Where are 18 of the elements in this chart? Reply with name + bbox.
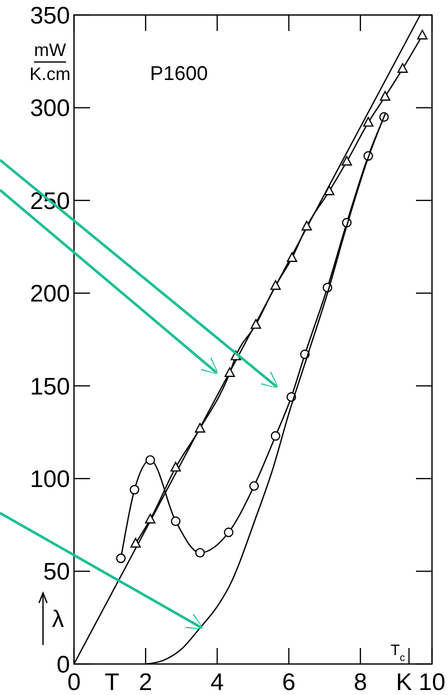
y-tick-label: 200 xyxy=(30,280,70,308)
x-tick-label: 2 xyxy=(138,669,152,695)
x-tick-label: 8 xyxy=(354,669,368,695)
y-tick-label: 100 xyxy=(30,466,70,493)
x-tick-label: 4 xyxy=(210,669,224,695)
text: mW xyxy=(34,40,66,60)
y-axis-title: λ xyxy=(52,606,64,633)
y-tick-label: 50 xyxy=(43,558,70,586)
x-axis-title: T xyxy=(104,669,120,695)
x-tick-label: 10 xyxy=(418,669,446,695)
x-tick-label: 6 xyxy=(282,669,296,695)
y-tick-label: 150 xyxy=(30,373,70,400)
annotation: T$_{c}$ xyxy=(390,642,405,664)
y-tick-label: 350 xyxy=(30,2,70,30)
text: K.cm xyxy=(29,64,71,84)
annotation: P1600 xyxy=(150,63,208,85)
y-tick-label: 300 xyxy=(30,95,70,122)
text: K xyxy=(396,669,412,695)
